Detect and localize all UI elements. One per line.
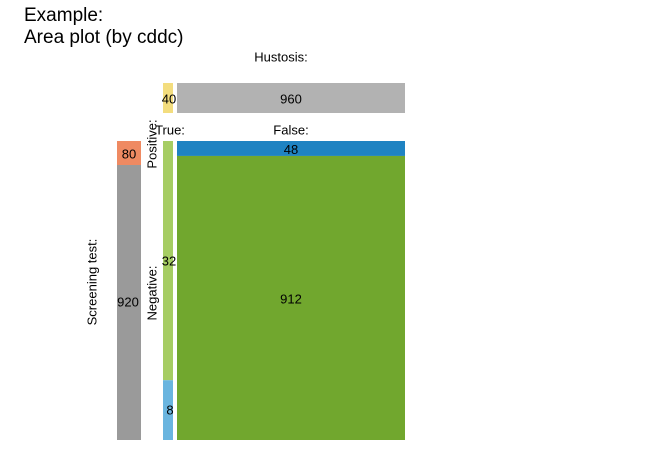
true-negative-bar [163,380,173,440]
left-total-negative-label: 920 [117,295,139,310]
true-negative-value: 8 [166,403,173,418]
false-positive-value: 48 [284,142,298,157]
top-axis-label: Hustosis: [254,50,307,65]
top-total-true-label: 40 [162,92,176,107]
left-axis-label: Screening test: [85,239,100,326]
left-total-positive-bar [117,141,141,165]
column-label-false: False: [273,123,308,138]
false-negative-bar [177,155,405,440]
true-positive-bar [163,141,173,381]
row-label-negative: Negative: [145,266,160,321]
row-label-positive: Positive: [145,119,160,168]
column-label-true: True: [155,123,185,138]
top-total-false-label: 960 [280,92,302,107]
chart-title-line-1: Example: [24,5,104,26]
top-total-false-bar [177,83,405,113]
left-total-negative-bar [117,165,141,440]
false-negative-value: 912 [280,292,302,307]
top-total-true-bar [163,83,173,113]
chart-title-line-2: Area plot (by cddc) [24,27,184,48]
false-positive-bar [177,141,405,156]
left-total-positive-label: 80 [122,147,136,162]
true-positive-value: 32 [162,254,176,269]
